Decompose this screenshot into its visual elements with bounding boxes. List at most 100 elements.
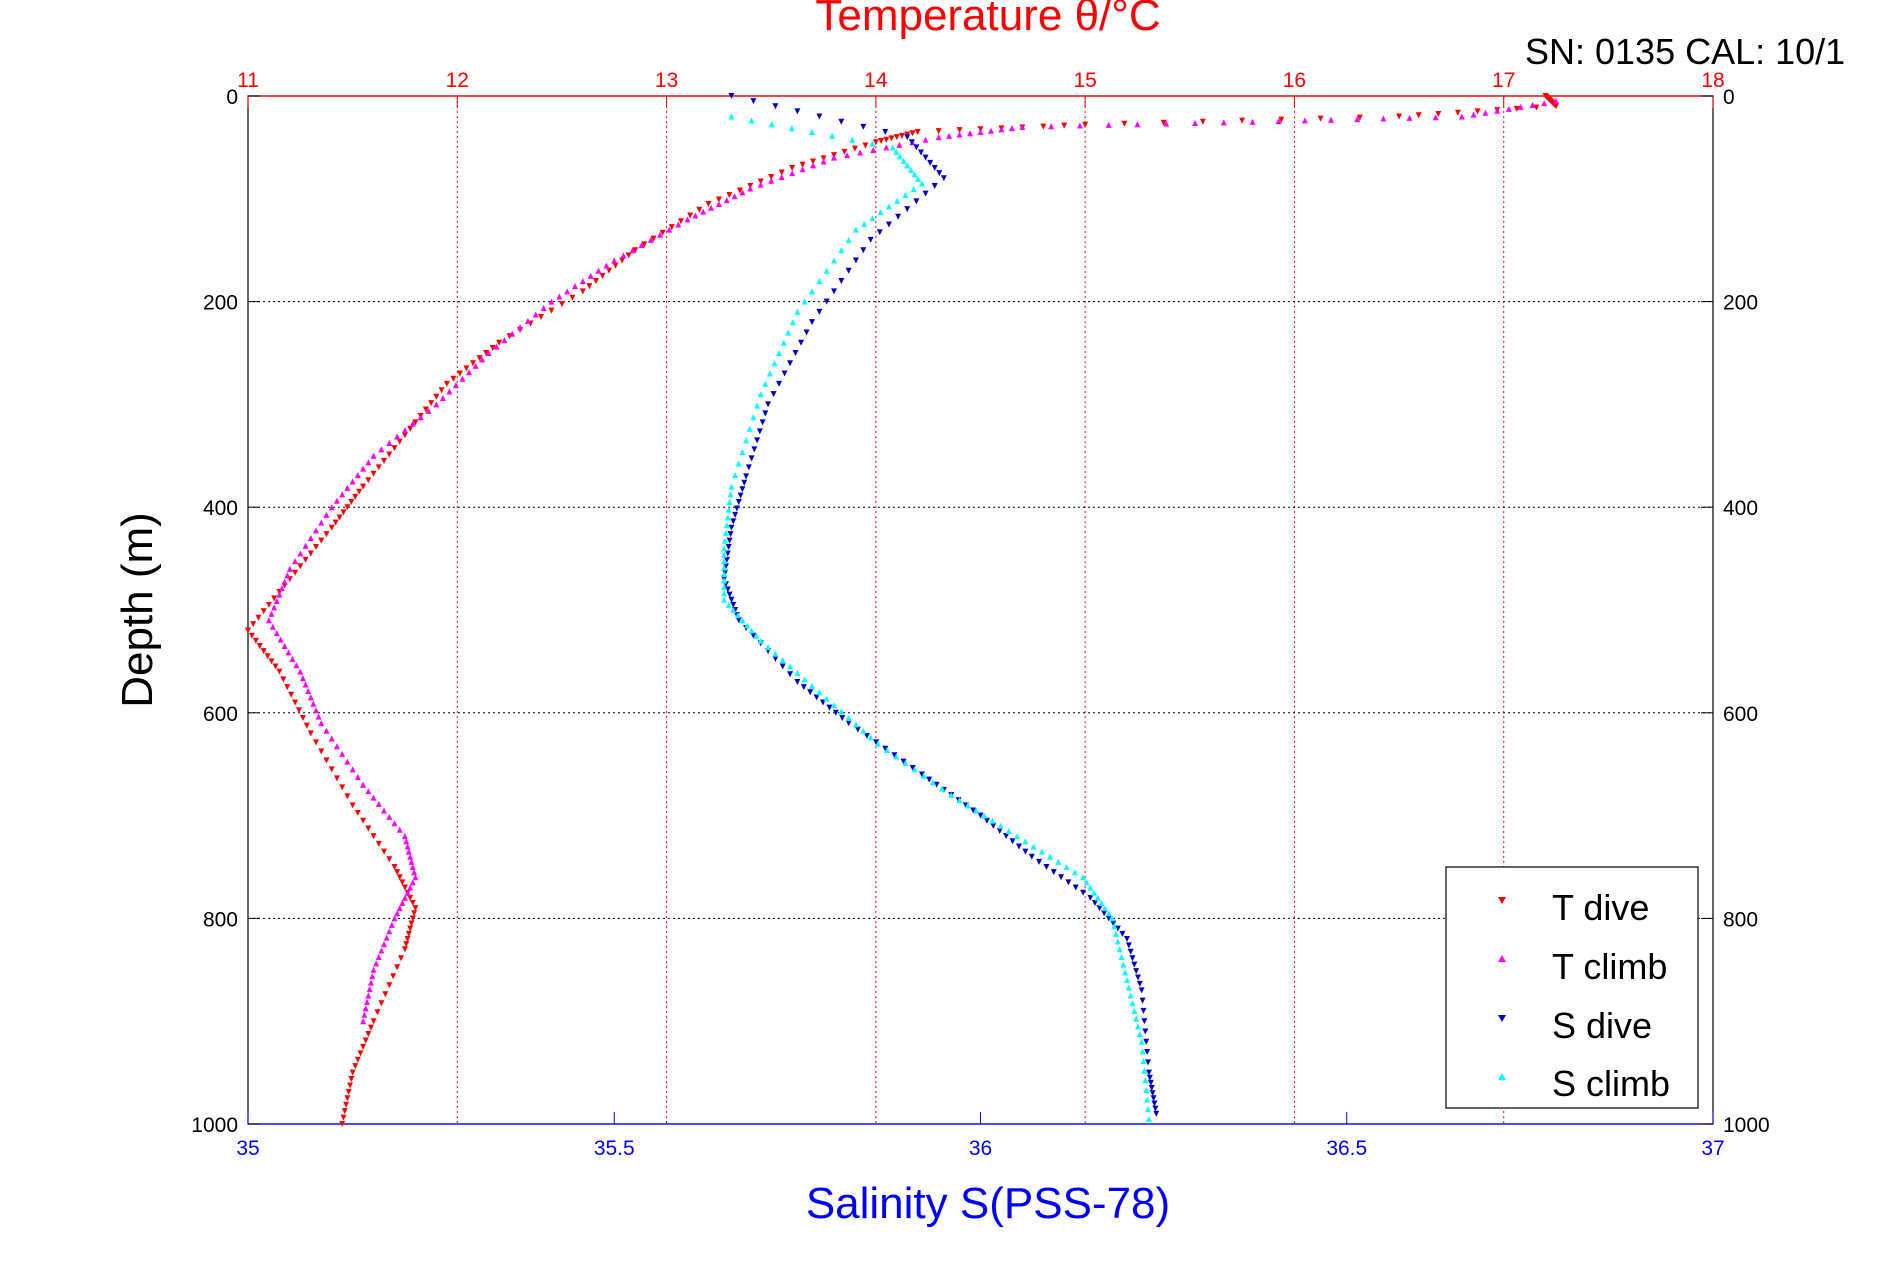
t-dive-point (318, 537, 325, 544)
s-climb-point (896, 153, 903, 160)
t-dive-point (489, 344, 496, 351)
t-climb-point (375, 953, 382, 960)
s-climb-point (1030, 843, 1037, 850)
t-climb-point (391, 820, 398, 827)
t-dive-point (381, 848, 388, 855)
s-dive-point (1131, 961, 1138, 968)
s-climb-point (997, 822, 1004, 829)
s-dive-point (891, 752, 898, 759)
t-climb-point (310, 700, 317, 707)
s-dive-point (1149, 1090, 1156, 1097)
s-dive-point (750, 632, 757, 639)
t-climb-point (307, 694, 314, 701)
s-climb-point (721, 545, 728, 552)
t-dive-point (248, 632, 255, 639)
t-climb-point (778, 173, 785, 180)
s-climb-point (884, 747, 891, 754)
s-climb-point (748, 627, 755, 634)
s-climb-point (1111, 923, 1118, 930)
s-dive-point (781, 370, 788, 377)
legend-label-s-dive: S dive (1552, 1005, 1652, 1046)
legend-label-t-dive: T dive (1552, 887, 1649, 928)
left-tick-label: 200 (203, 292, 238, 315)
s-dive-point (1101, 910, 1108, 917)
s-dive-point (838, 118, 845, 125)
s-dive-point (926, 776, 933, 783)
s-climb-point (727, 491, 734, 498)
t-dive-point (726, 191, 733, 198)
t-dive-point (296, 707, 303, 714)
t-climb-point (1482, 109, 1489, 116)
s-dive-point (743, 473, 750, 480)
s-dive-point (813, 694, 820, 701)
s-climb-point (1125, 984, 1132, 991)
t-dive-point (370, 470, 377, 477)
s-climb-point (730, 607, 737, 613)
s-dive-point (792, 350, 799, 356)
t-dive-point (409, 915, 416, 922)
s-dive-point (1009, 838, 1016, 845)
t-dive-point (1040, 123, 1047, 130)
t-dive-point (899, 132, 906, 139)
t-climb-point (378, 446, 385, 453)
t-climb-point (409, 420, 416, 427)
s-dive-point (1145, 1059, 1152, 1066)
t-dive-point (851, 145, 858, 152)
t-climb-point (365, 459, 372, 466)
t-dive-point (343, 1101, 350, 1108)
s-climb-point (1005, 828, 1012, 835)
t-climb-point (603, 262, 610, 269)
t-climb-point (548, 298, 555, 305)
s-climb-point (893, 753, 900, 760)
t-dive-point (1396, 113, 1403, 120)
s-climb-point (1014, 833, 1021, 840)
t-dive-point (386, 982, 393, 989)
s-climb-point (877, 209, 884, 216)
s-climb-point (1124, 977, 1130, 984)
s-climb-point (904, 162, 911, 169)
t-dive-point (619, 257, 626, 264)
s-dive-point (1148, 1085, 1155, 1092)
t-climb-point (271, 604, 278, 611)
t-climb-point (1301, 117, 1308, 124)
s-dive-point (722, 569, 729, 576)
t-climb-point (757, 181, 764, 188)
t-dive-point (284, 684, 291, 691)
s-dive-point (745, 464, 752, 471)
left-tick-label: 800 (203, 908, 238, 931)
t-dive-point (288, 691, 295, 698)
t-dive-point (768, 173, 775, 180)
t-climb-point (401, 833, 408, 840)
s-dive-point (909, 765, 916, 772)
s-dive-point (885, 221, 892, 228)
s-dive-point (927, 159, 934, 166)
t-dive-point (883, 136, 890, 143)
s-climb-point (860, 727, 867, 734)
t-climb-point (381, 941, 388, 948)
s-climb-point (724, 514, 731, 521)
t-climb-point (323, 727, 330, 734)
s-climb-point (750, 414, 757, 421)
t-dive-point (333, 775, 340, 782)
top-tick-label: 16 (1283, 69, 1306, 92)
t-dive-point (606, 267, 613, 274)
s-dive-point (1129, 955, 1136, 962)
t-dive-point (360, 1043, 367, 1050)
t-climb-point (339, 750, 346, 757)
t-dive-point (299, 714, 306, 721)
s-dive-point (990, 822, 997, 829)
s-dive-point (750, 98, 757, 105)
s-dive-point (1136, 980, 1143, 987)
s-climb-point (1114, 938, 1121, 945)
s-dive-point (918, 771, 925, 778)
s-climb-point (845, 714, 852, 721)
t-dive-point (307, 550, 314, 557)
t-climb-point (354, 774, 361, 781)
s-climb-point (722, 529, 729, 536)
t-dive-point (677, 218, 684, 225)
s-dive-point (730, 518, 737, 525)
t-dive-point (736, 187, 743, 194)
t-climb-point (1529, 101, 1536, 108)
t-dive-point (659, 229, 666, 236)
s-dive-point (770, 391, 777, 398)
